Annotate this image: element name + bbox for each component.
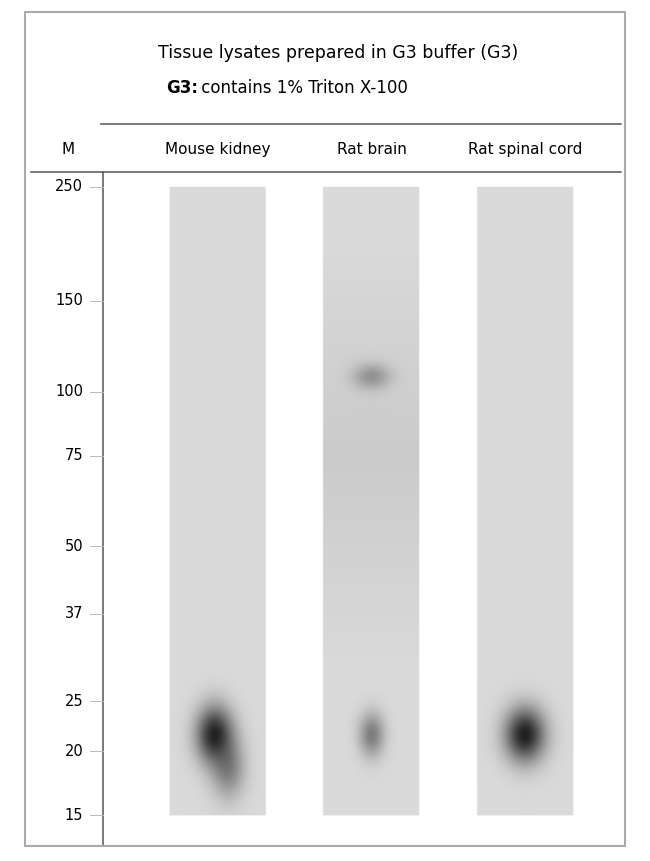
Text: Rat brain: Rat brain <box>337 142 407 158</box>
Text: G3:: G3: <box>166 79 198 96</box>
Text: 25: 25 <box>64 694 83 709</box>
Text: 15: 15 <box>65 808 83 823</box>
Text: 75: 75 <box>64 449 83 463</box>
Text: contains 1% Triton X-100: contains 1% Triton X-100 <box>196 79 408 96</box>
Text: 20: 20 <box>64 744 83 759</box>
Text: M: M <box>62 142 75 158</box>
Text: 100: 100 <box>55 384 83 399</box>
Text: 50: 50 <box>64 539 83 554</box>
Text: Rat spinal cord: Rat spinal cord <box>468 142 582 158</box>
Text: 250: 250 <box>55 179 83 195</box>
Text: 150: 150 <box>55 294 83 308</box>
Text: 37: 37 <box>65 606 83 621</box>
FancyBboxPatch shape <box>25 12 625 846</box>
Text: Mouse kidney: Mouse kidney <box>165 142 270 158</box>
Text: Tissue lysates prepared in G3 buffer (G3): Tissue lysates prepared in G3 buffer (G3… <box>158 45 518 62</box>
